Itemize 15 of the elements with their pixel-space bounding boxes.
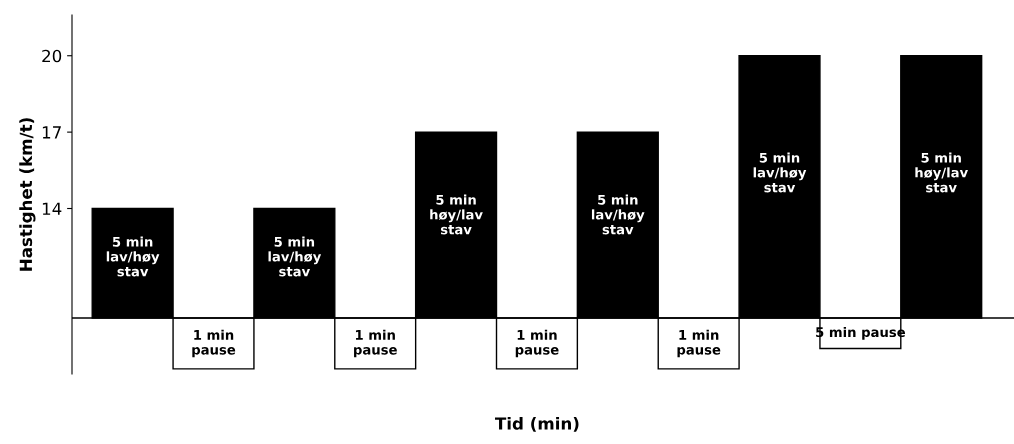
annotation: 5 min lav/høy stav	[268, 236, 322, 277]
annotation: 5 min lav/høy stav	[106, 236, 160, 277]
annotation: 1 min pause	[515, 329, 559, 358]
annotation: 1 min pause	[354, 329, 397, 358]
annotation: 5 min høy/lav stav	[915, 152, 968, 193]
annotation: 5 min lav/høy stav	[591, 194, 645, 235]
y-tick-label: 20	[42, 49, 62, 63]
annotation: 1 min pause	[677, 329, 721, 358]
y-axis-title: Hastighet (km/t)	[19, 118, 36, 271]
y-tick-label: 14	[42, 202, 62, 215]
annotation: 5 min lav/høy stav	[753, 152, 807, 193]
annotation: 5 min høy/lav stav	[430, 194, 483, 235]
annotation: 1 min pause	[192, 329, 236, 358]
x-axis-title: Tid (min)	[495, 416, 579, 432]
y-tick-label: 17	[42, 126, 61, 139]
